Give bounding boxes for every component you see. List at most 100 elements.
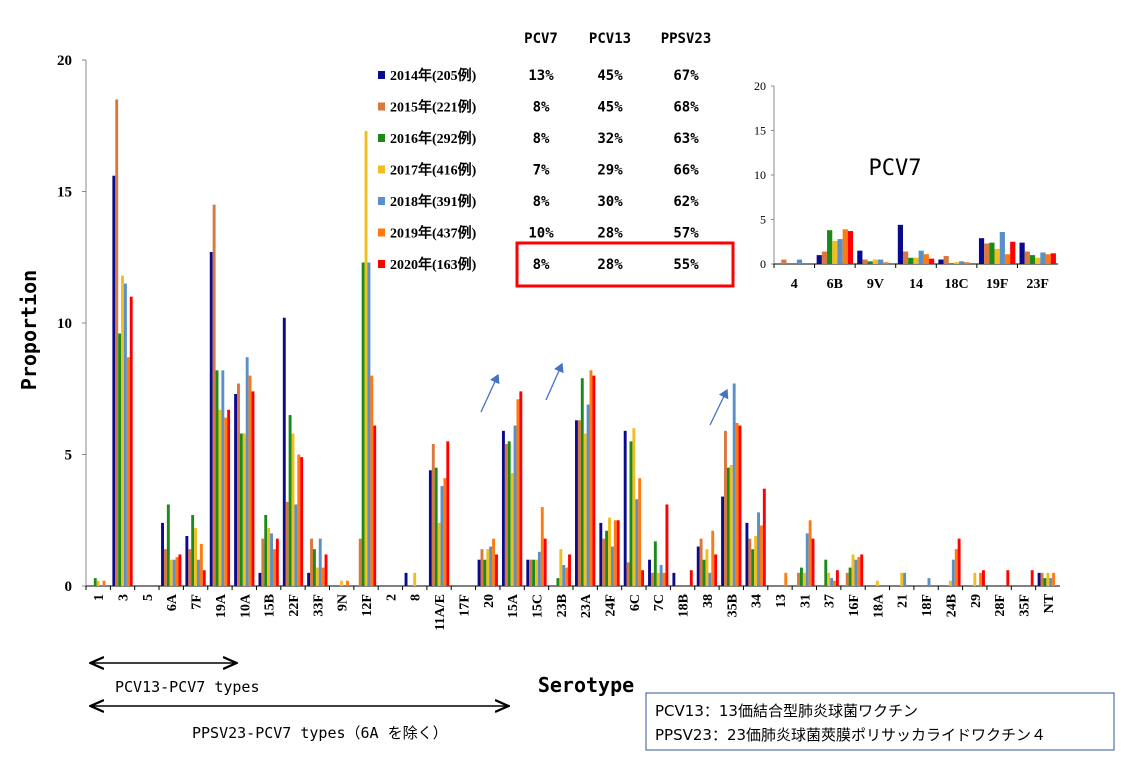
x-tick-label-15A: 15A: [506, 593, 521, 618]
inset-bar-23F-2: [1029, 255, 1036, 264]
bar-1-5: [102, 580, 106, 586]
coverage-header-PCV7: PCV7: [524, 31, 558, 47]
coverage-value: 30%: [597, 194, 623, 210]
x-tick-label-34: 34: [750, 594, 765, 608]
bar-13-5: [784, 572, 788, 586]
inset-bar-9V-2: [867, 261, 873, 264]
bar-6C-5: [638, 478, 642, 586]
bar-10A-0: [234, 394, 238, 586]
bar-34-4: [757, 512, 760, 586]
inset-bar-19F-3: [994, 248, 1000, 264]
legend-swatch: [378, 71, 385, 79]
bar-23B-3: [559, 549, 563, 586]
bar-10A-2: [239, 433, 243, 586]
inset-bar-9V-1: [862, 259, 868, 264]
y-axis-ticks: 0 5 10 15 20: [57, 53, 86, 595]
bar-7C-1: [650, 572, 654, 586]
bar-6A-1: [163, 549, 167, 586]
x-tick-label-24B: 24B: [944, 594, 959, 617]
bar-24F-3: [608, 517, 611, 586]
bar-7C-6: [665, 504, 669, 586]
bar-22F-0: [282, 317, 286, 586]
bar-8-0: [404, 572, 408, 586]
x-tick-label-21: 21: [896, 594, 911, 608]
bar-6A-0: [161, 522, 164, 586]
x-tick-label-11A/E: 11A/E: [433, 594, 448, 631]
inset-bar-14-3: [913, 257, 919, 264]
inset-bar-19F-1: [984, 243, 990, 264]
bar-34-2: [751, 549, 755, 586]
x-tick-label-10A: 10A: [238, 593, 253, 618]
inset-bar-9V-3: [872, 259, 879, 264]
bar-7F-1: [188, 549, 192, 586]
bar-11A/E-6: [446, 441, 450, 586]
y-tick-label: 10: [57, 316, 72, 332]
inset-bar-6B-3: [832, 240, 838, 264]
bar-NT-2: [1043, 578, 1047, 586]
bar-19A-2: [215, 370, 219, 586]
bar-15A-1: [504, 443, 508, 586]
bar-24F-1: [602, 538, 606, 586]
x-tick-label-2: 2: [384, 594, 399, 601]
inset-bar-19F-6: [1010, 241, 1016, 264]
bar-21-4: [903, 572, 907, 586]
bar-33F-4: [318, 538, 322, 586]
legend-swatch: [378, 197, 385, 205]
x-tick-label-18F: 18F: [920, 594, 935, 617]
inset-bar-14-0: [897, 224, 903, 264]
legend-label: 2018年(391例): [390, 193, 477, 210]
y-tick-label: 20: [57, 53, 72, 69]
bar-6A-3: [169, 559, 173, 586]
bar-20-6: [495, 554, 498, 586]
bar-31-5: [808, 520, 812, 586]
coverage-value: 62%: [673, 194, 699, 210]
bar-NT-5: [1052, 572, 1056, 586]
x-tick-label-18A: 18A: [871, 593, 886, 618]
bar-37-3: [827, 572, 831, 586]
inset-bar-4-4: [796, 259, 803, 264]
bar-7F-4: [197, 559, 200, 586]
bar-20-1: [480, 549, 484, 586]
bar-15A-4: [513, 425, 517, 586]
inset-bar-6B-6: [847, 231, 854, 264]
inset-x-tick-label-6B: 6B: [827, 277, 843, 292]
bar-29-5: [979, 572, 983, 586]
bar-10A-6: [251, 391, 255, 586]
x-tick-label-23B: 23B: [555, 594, 570, 617]
bar-22F-2: [288, 415, 292, 586]
coverage-value: 10%: [528, 226, 554, 242]
inset-bar-6B-4: [837, 239, 843, 264]
x-tick-label-6A: 6A: [165, 593, 180, 611]
bar-38-4: [708, 572, 712, 586]
bar-16F-6: [860, 554, 864, 586]
bar-8-3: [413, 572, 417, 586]
x-tick-label-33F: 33F: [311, 594, 326, 617]
coverage-value: 28%: [597, 257, 623, 273]
bar-31-3: [802, 572, 806, 586]
inset-bar-19F-2: [989, 242, 995, 264]
x-tick-label-35F: 35F: [1018, 594, 1033, 617]
bar-18B-0: [672, 572, 676, 586]
inset-bar-6B-5: [842, 229, 848, 264]
bar-22F-4: [294, 504, 298, 586]
bar-16F-4: [854, 559, 858, 586]
trend-arrow-23a: [545, 362, 564, 401]
bar-31-2: [799, 567, 803, 586]
bar-23B-6: [568, 554, 571, 586]
bar-23B-4: [562, 564, 566, 586]
bar-34-5: [759, 525, 763, 586]
bar-9N-3: [340, 580, 344, 586]
bar-35B-1: [724, 430, 727, 586]
bar-12F-2: [361, 262, 365, 586]
coverage-value: 45%: [597, 100, 623, 116]
vaccine-note-line-1: PCV13：13価結合型肺炎球菌ワクチン: [655, 702, 918, 720]
bar-35B-4: [732, 383, 736, 586]
bar-38-1: [699, 538, 703, 586]
coverage-value: 45%: [597, 68, 623, 84]
bar-7F-0: [185, 536, 189, 586]
inset-bar-23F-5: [1045, 254, 1051, 264]
bar-3-0: [112, 175, 116, 586]
bar-6C-6: [641, 570, 645, 586]
bar-24F-5: [613, 520, 617, 586]
